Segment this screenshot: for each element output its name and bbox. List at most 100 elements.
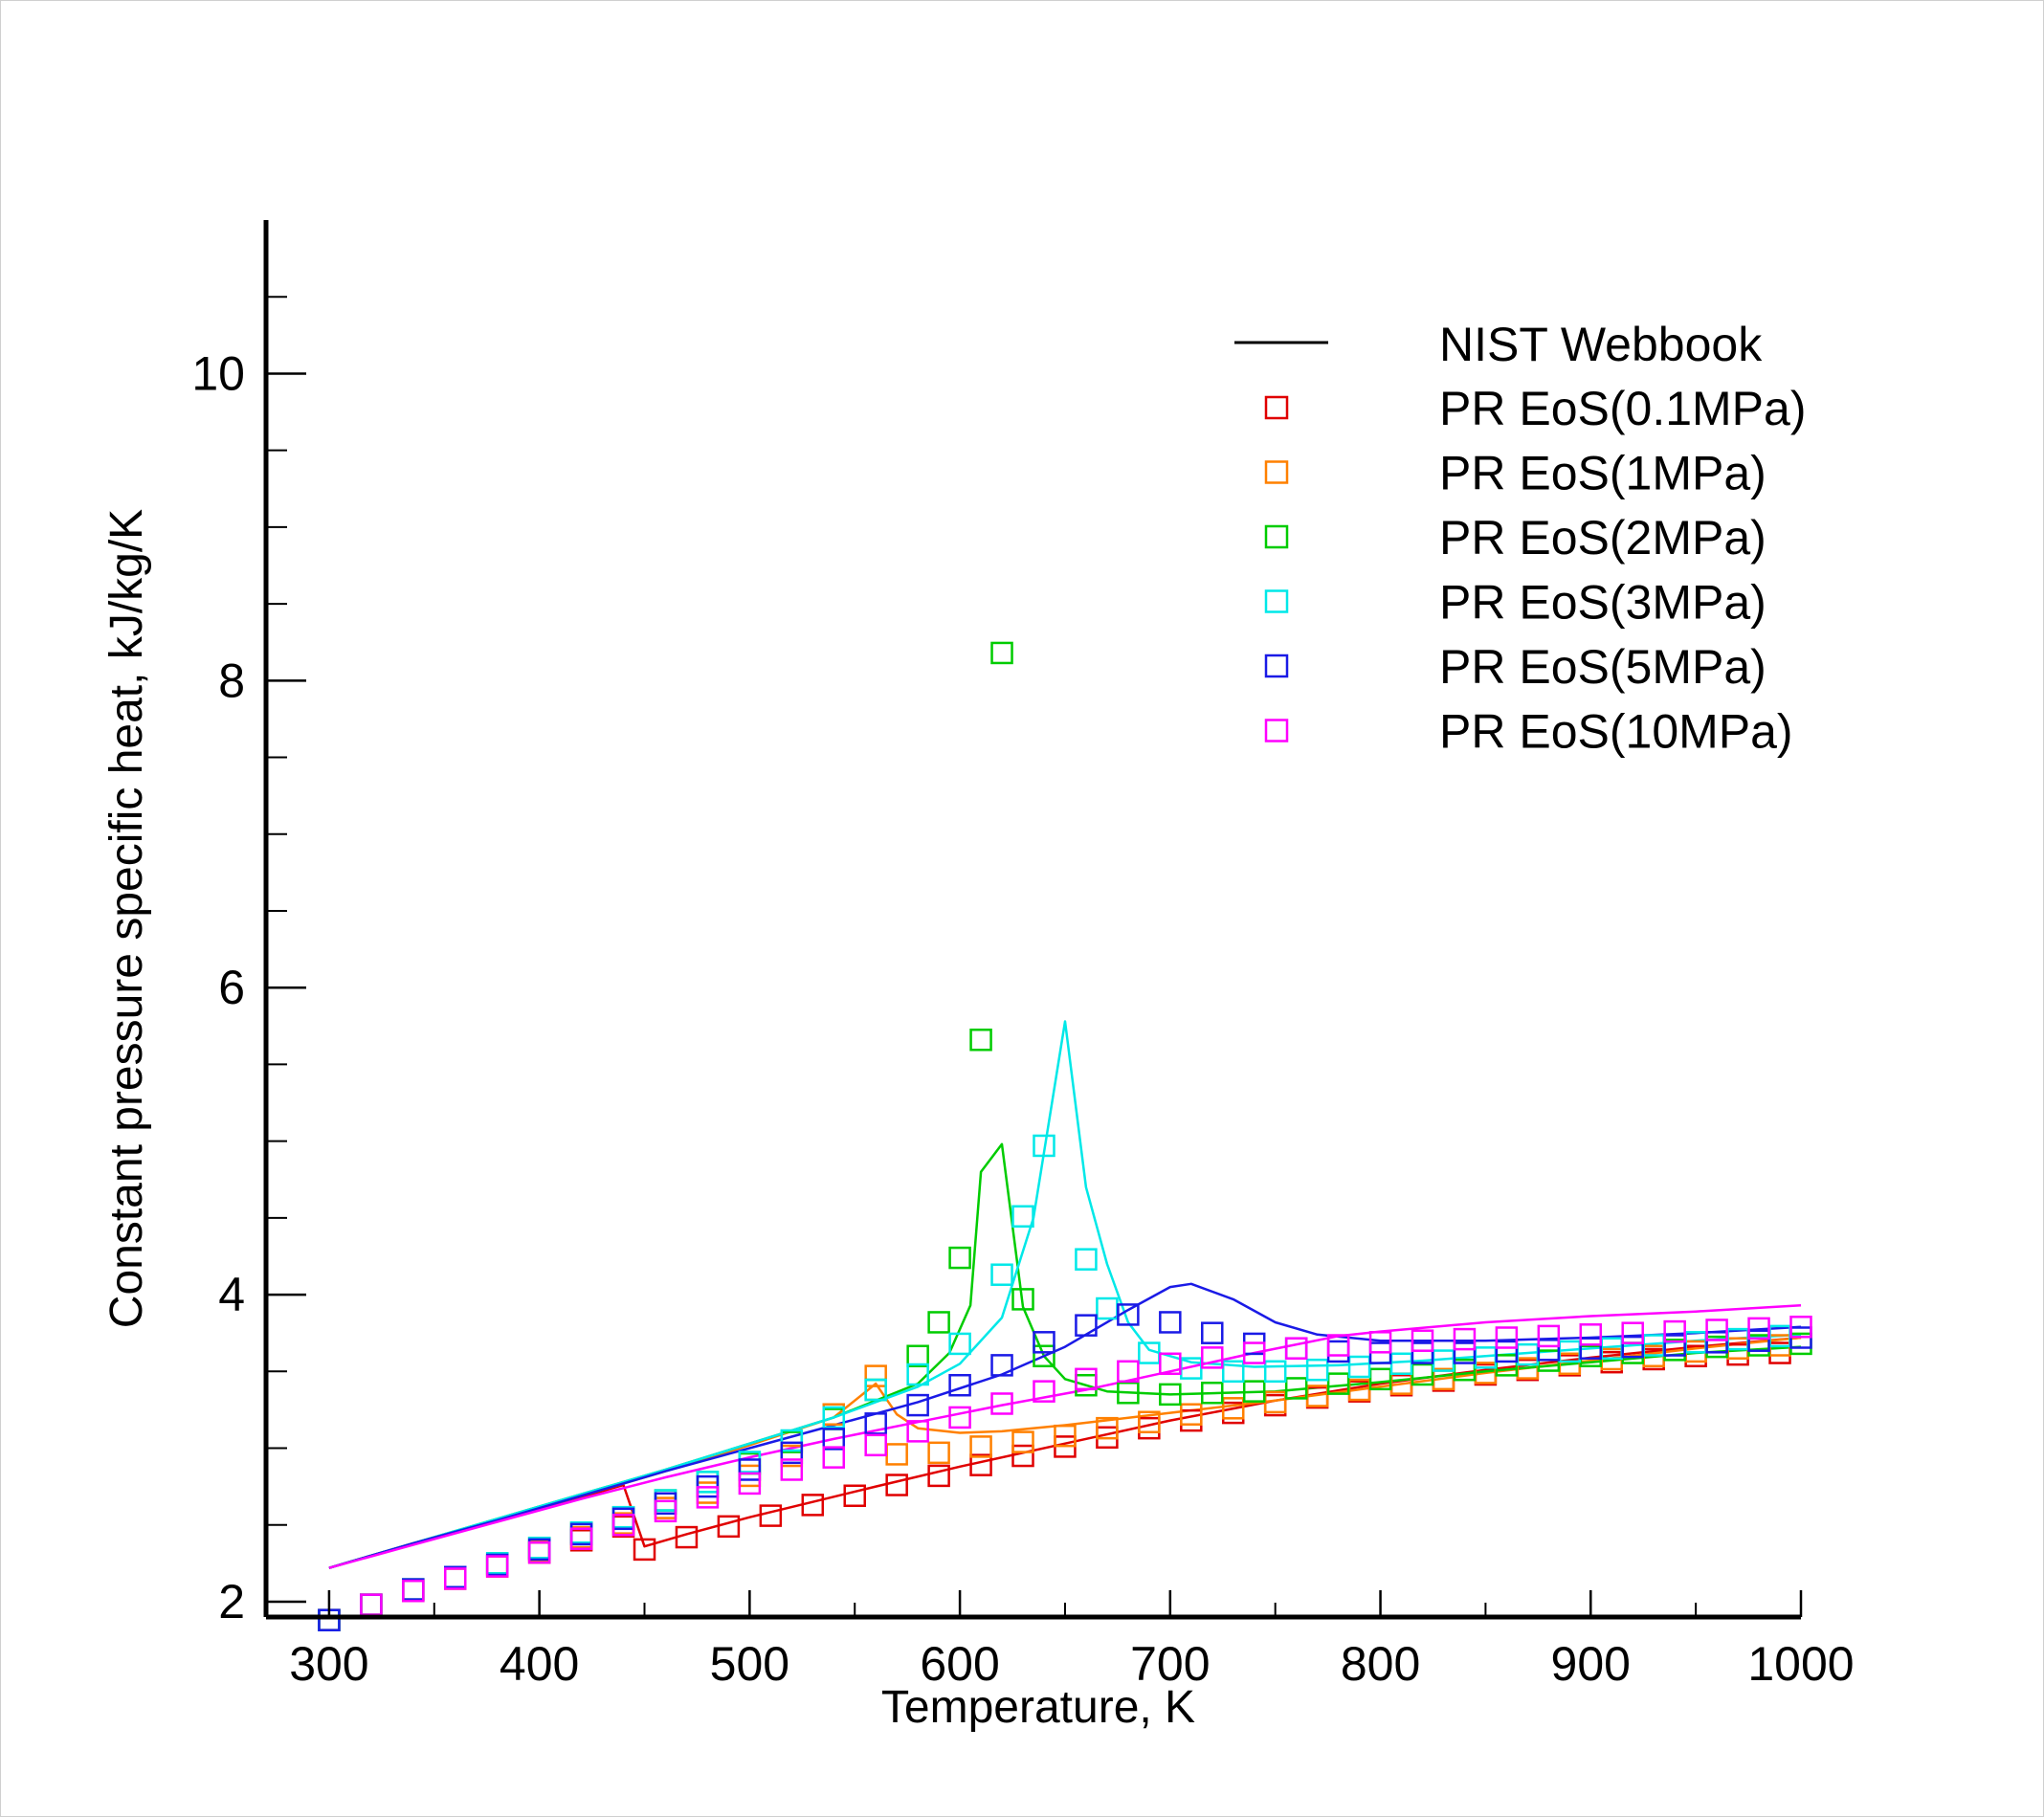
series-marker-10mpa xyxy=(360,1593,383,1616)
series-marker-10mpa xyxy=(611,1513,635,1537)
series-marker-10mpa xyxy=(1033,1380,1055,1403)
series-marker-1mpa xyxy=(402,1579,425,1603)
series-marker-10mpa xyxy=(527,1540,551,1564)
series-marker-5mpa xyxy=(1117,1303,1140,1326)
series-marker-2mpa xyxy=(1326,1372,1350,1395)
series-marker-5mpa xyxy=(1033,1331,1055,1354)
x-tick-label: 800 xyxy=(1341,1637,1420,1691)
series-marker-1mpa xyxy=(927,1441,950,1465)
series-marker-10mpa xyxy=(1117,1360,1140,1384)
x-axis-ticks: 300 400 500 600 700 800 900 1000 xyxy=(289,1590,1855,1691)
series-marker-5mpa xyxy=(1159,1311,1182,1334)
series-marker-3mpa xyxy=(1096,1296,1119,1320)
series-marker-1mpa xyxy=(1011,1430,1034,1453)
series-line-5mpa xyxy=(328,1282,1802,1569)
series-marker-2mpa xyxy=(927,1311,950,1334)
series-marker-2mpa xyxy=(1284,1377,1308,1400)
x-tick-label: 900 xyxy=(1551,1637,1631,1691)
series-marker-3mpa xyxy=(360,1593,383,1616)
series-marker-2mpa xyxy=(444,1565,467,1589)
series-marker-5mpa xyxy=(1326,1340,1350,1363)
legend-marker-swatch xyxy=(1264,524,1289,549)
series-marker-3mpa xyxy=(1389,1352,1413,1376)
x-axis-label: Temperature, K xyxy=(881,1682,1195,1733)
series-marker-5mpa xyxy=(1747,1329,1770,1352)
x-tick-label: 600 xyxy=(920,1637,999,1691)
series-marker-5mpa xyxy=(822,1428,846,1451)
x-tick-label: 1000 xyxy=(1747,1637,1854,1691)
series-marker-10mpa xyxy=(864,1433,887,1457)
series-marker-10mpa xyxy=(1411,1329,1434,1352)
series-marker-0_1mpa xyxy=(675,1525,699,1549)
legend-marker-swatch xyxy=(1264,589,1289,613)
series-marker-0_1mpa xyxy=(1011,1444,1034,1468)
series-marker-0_1mpa xyxy=(885,1474,908,1496)
series-marker-10mpa xyxy=(738,1472,762,1496)
series-markers xyxy=(318,641,1812,1631)
y-tick-label: 8 xyxy=(218,654,245,707)
series-lines xyxy=(328,1020,1802,1569)
series-marker-0_1mpa xyxy=(1180,1408,1203,1432)
series-marker-1mpa xyxy=(1138,1410,1161,1433)
series-marker-5mpa xyxy=(864,1412,887,1435)
legend: NIST Webbook PR EoS(0.1MPa) PR EoS(1MPa) P… xyxy=(1234,318,1806,759)
series-marker-3mpa xyxy=(948,1332,971,1356)
series-marker-5mpa xyxy=(1705,1331,1728,1354)
series-marker-2mpa xyxy=(969,1028,992,1052)
axes xyxy=(263,220,1801,1620)
series-marker-3mpa xyxy=(906,1363,929,1386)
series-marker-10mpa xyxy=(444,1567,467,1590)
series-marker-0_1mpa xyxy=(633,1538,656,1562)
series-marker-10mpa xyxy=(1579,1323,1603,1346)
series-line-3mpa xyxy=(328,1020,1802,1569)
series-marker-10mpa xyxy=(1368,1331,1392,1354)
series-marker-10mpa xyxy=(1789,1316,1812,1339)
series-marker-5mpa xyxy=(1284,1337,1308,1360)
series-marker-10mpa xyxy=(1705,1318,1728,1341)
series-marker-3mpa xyxy=(1305,1358,1329,1382)
series-marker-0_1mpa xyxy=(969,1453,992,1476)
series-marker-1mpa xyxy=(1180,1403,1203,1426)
legend-nist-label: NIST Webbook xyxy=(1439,318,1763,371)
series-marker-10mpa xyxy=(402,1579,425,1603)
legend-marker-label: PR EoS(5MPa) xyxy=(1439,640,1766,694)
x-tick-label: 500 xyxy=(710,1637,789,1691)
series-marker-5mpa xyxy=(906,1393,929,1417)
series-marker-1mpa xyxy=(738,1464,762,1488)
series-marker-2mpa xyxy=(1159,1383,1182,1407)
series-marker-10mpa xyxy=(822,1446,846,1469)
series-marker-3mpa xyxy=(1033,1134,1055,1158)
series-marker-3mpa xyxy=(402,1578,425,1601)
series-marker-5mpa xyxy=(738,1458,762,1481)
series-marker-3mpa xyxy=(822,1406,846,1429)
series-marker-10mpa xyxy=(1453,1327,1477,1351)
series-marker-5mpa xyxy=(1201,1321,1224,1344)
series-marker-3mpa xyxy=(990,1263,1013,1286)
series-marker-5mpa xyxy=(485,1553,509,1577)
legend-marker-label: PR EoS(0.1MPa) xyxy=(1439,382,1806,435)
series-marker-5mpa xyxy=(948,1373,971,1397)
series-marker-1mpa xyxy=(1221,1397,1245,1420)
y-tick-label: 4 xyxy=(218,1268,245,1321)
series-marker-5mpa xyxy=(611,1507,635,1531)
series-marker-10mpa xyxy=(906,1420,929,1443)
series-marker-0_1mpa xyxy=(1138,1416,1161,1440)
series-marker-2mpa xyxy=(948,1246,971,1270)
series-line-10mpa xyxy=(328,1304,1802,1569)
series-marker-3mpa xyxy=(1075,1248,1098,1271)
series-marker-2mpa xyxy=(906,1344,929,1368)
series-marker-10mpa xyxy=(485,1555,509,1578)
series-marker-10mpa xyxy=(1326,1334,1350,1357)
series-marker-0_1mpa xyxy=(1305,1385,1329,1409)
series-marker-0_1mpa xyxy=(759,1504,783,1527)
series-marker-1mpa xyxy=(1054,1424,1077,1448)
series-marker-2mpa xyxy=(1033,1344,1055,1368)
legend-marker-label: PR EoS(1MPa) xyxy=(1439,447,1766,500)
y-tick-label: 2 xyxy=(218,1575,245,1629)
series-marker-10mpa xyxy=(780,1458,804,1481)
series-marker-5mpa xyxy=(1411,1341,1434,1364)
series-marker-5mpa xyxy=(1075,1314,1098,1337)
series-marker-0_1mpa xyxy=(927,1464,950,1488)
series-marker-0_1mpa xyxy=(402,1579,425,1603)
series-marker-1mpa xyxy=(444,1567,467,1590)
